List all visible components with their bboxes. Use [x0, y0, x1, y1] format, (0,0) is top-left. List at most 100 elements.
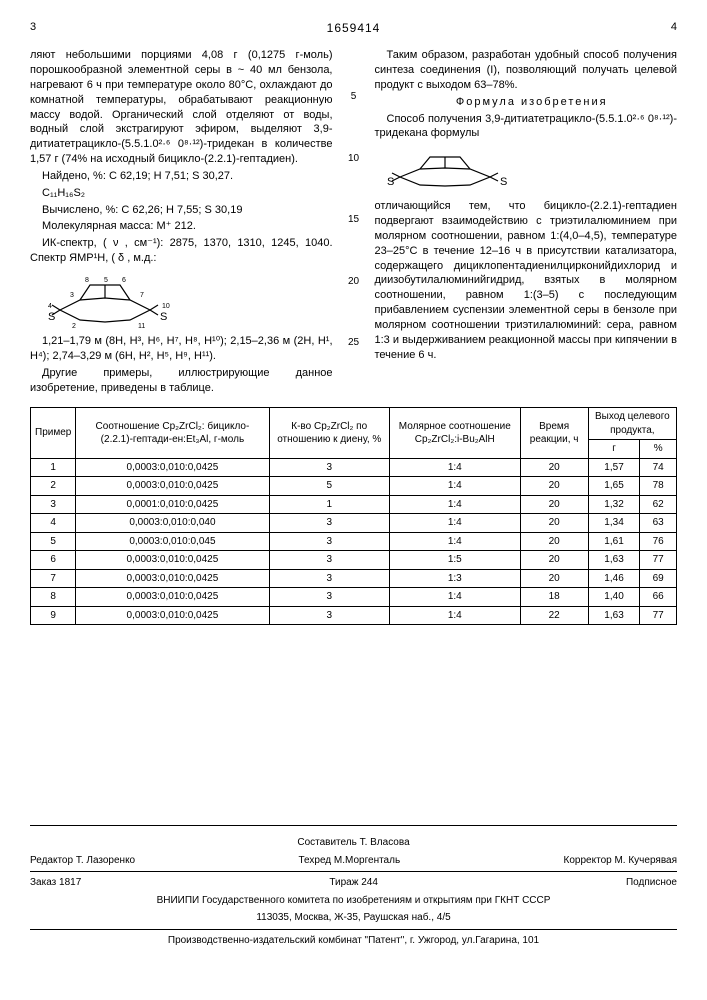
table-cell: 78 — [640, 477, 677, 496]
footer-address: 113035, Москва, Ж-35, Раушская наб., 4/5 — [30, 911, 677, 925]
footer-editor: Редактор Т. Лазоренко — [30, 854, 135, 868]
page-header: 3 1659414 4 — [30, 20, 677, 36]
table-cell: 62 — [640, 495, 677, 514]
svg-text:2: 2 — [72, 323, 76, 330]
line-num: 10 — [348, 152, 359, 166]
structure-diagram-left: S S 8 5 6 3 7 4 10 2 11 — [30, 270, 333, 330]
table-cell: 77 — [640, 606, 677, 625]
table-cell: 7 — [31, 569, 76, 588]
table-cell: 3 — [269, 606, 389, 625]
line-num: 25 — [348, 336, 359, 350]
table-cell: 0,0001:0,010:0,0425 — [76, 495, 269, 514]
line-numbers: 5 10 15 20 25 — [347, 48, 361, 397]
left-p1: ляют небольшими порциями 4,08 г (0,1275 … — [30, 48, 333, 167]
svg-text:7: 7 — [140, 292, 144, 299]
table-cell: 0,0003:0,010:0,0425 — [76, 458, 269, 477]
table-cell: 1:4 — [389, 458, 520, 477]
line-num: 5 — [351, 90, 357, 104]
table-cell: 1:4 — [389, 606, 520, 625]
table-row: 10,0003:0,010:0,042531:4201,5774 — [31, 458, 677, 477]
table-cell: 74 — [640, 458, 677, 477]
structure-diagram-right: S S — [375, 145, 678, 195]
th-yield: Выход целевого продукта, — [588, 408, 676, 440]
left-column: ляют небольшими порциями 4,08 г (0,1275 … — [30, 48, 333, 397]
table-cell: 3 — [269, 569, 389, 588]
footer: Составитель Т. Власова Редактор Т. Лазор… — [30, 825, 677, 947]
table-cell: 20 — [520, 569, 588, 588]
th-ratio: Соотношение Cp₂ZrCl₂: бицикло-(2.2.1)-ге… — [76, 408, 269, 459]
table-cell: 18 — [520, 588, 588, 607]
patent-number: 1659414 — [327, 20, 381, 36]
table-cell: 66 — [640, 588, 677, 607]
table-cell: 3 — [31, 495, 76, 514]
left-p2: Найдено, %: С 62,19; Н 7,51; S 30,27. — [30, 169, 333, 184]
table-cell: 1,63 — [588, 606, 640, 625]
table-cell: 4 — [31, 514, 76, 533]
results-table: Пример Соотношение Cp₂ZrCl₂: бицикло-(2.… — [30, 407, 677, 625]
footer-order: Заказ 1817 — [30, 876, 81, 890]
body-columns: ляют небольшими порциями 4,08 г (0,1275 … — [30, 48, 677, 397]
svg-text:4: 4 — [48, 303, 52, 310]
th-sub-pct: % — [640, 440, 677, 459]
table-body: 10,0003:0,010:0,042531:4201,577420,0003:… — [31, 458, 677, 625]
table-cell: 3 — [269, 514, 389, 533]
left-p4: Вычислено, %: С 62,26; Н 7,55; S 30,19 — [30, 203, 333, 218]
table-cell: 1:4 — [389, 477, 520, 496]
right-column: Таким образом, разработан удобный способ… — [375, 48, 678, 397]
table-cell: 20 — [520, 495, 588, 514]
table-cell: 1:5 — [389, 551, 520, 570]
table-cell: 0,0003:0,010:0,0425 — [76, 569, 269, 588]
left-p3: С₁₁Н₁₆S₂ — [30, 186, 333, 201]
table-cell: 0,0003:0,010:0,0425 — [76, 606, 269, 625]
footer-tirage: Тираж 244 — [329, 876, 378, 890]
table-cell: 1:4 — [389, 532, 520, 551]
line-num: 15 — [348, 213, 359, 227]
th-amount: К-во Cp₂ZrCl₂ по отношению к диену, % — [269, 408, 389, 459]
left-p5: Молекулярная масса: М⁺ 212. — [30, 219, 333, 234]
table-cell: 1 — [269, 495, 389, 514]
table-cell: 1,40 — [588, 588, 640, 607]
table-row: 40,0003:0,010:0,04031:4201,3463 — [31, 514, 677, 533]
table-cell: 1,32 — [588, 495, 640, 514]
th-example: Пример — [31, 408, 76, 459]
table-cell: 0,0003:0,010:0,045 — [76, 532, 269, 551]
table-row: 60,0003:0,010:0,042531:5201,6377 — [31, 551, 677, 570]
table-cell: 8 — [31, 588, 76, 607]
table-cell: 0,0003:0,010:0,0425 — [76, 588, 269, 607]
table-cell: 1:3 — [389, 569, 520, 588]
table-cell: 6 — [31, 551, 76, 570]
svg-text:S: S — [160, 311, 167, 323]
table-row: 30,0001:0,010:0,042511:4201,3262 — [31, 495, 677, 514]
right-p2: Способ получения 3,9-дитиатетрацикло-(5.… — [375, 112, 678, 142]
footer-subscription: Подписное — [626, 876, 677, 890]
table-cell: 20 — [520, 514, 588, 533]
table-cell: 69 — [640, 569, 677, 588]
table-cell: 3 — [269, 588, 389, 607]
table-cell: 1,63 — [588, 551, 640, 570]
formula-title: Формула изобретения — [375, 95, 678, 110]
table-row: 20,0003:0,010:0,042551:4201,6578 — [31, 477, 677, 496]
th-time: Время реакции, ч — [520, 408, 588, 459]
table-cell: 20 — [520, 532, 588, 551]
table-cell: 1,57 — [588, 458, 640, 477]
table-cell: 3 — [269, 532, 389, 551]
th-molar: Молярное соотношение Cp₂ZrCl₂:i-Bu₂AlH — [389, 408, 520, 459]
svg-text:10: 10 — [162, 303, 170, 310]
svg-text:11: 11 — [138, 323, 145, 330]
table-cell: 3 — [269, 458, 389, 477]
table-row: 70,0003:0,010:0,042531:3201,4669 — [31, 569, 677, 588]
page-left: 3 — [30, 20, 36, 36]
left-p6: ИК-спектр, ( ν , см⁻¹): 2875, 1370, 1310… — [30, 236, 333, 266]
table-cell: 20 — [520, 477, 588, 496]
table-cell: 5 — [31, 532, 76, 551]
table-cell: 1,46 — [588, 569, 640, 588]
table-cell: 76 — [640, 532, 677, 551]
right-p1: Таким образом, разработан удобный способ… — [375, 48, 678, 93]
table-cell: 1:4 — [389, 588, 520, 607]
table-cell: 1,65 — [588, 477, 640, 496]
table-cell: 20 — [520, 458, 588, 477]
svg-text:8: 8 — [85, 277, 89, 284]
left-p8: Другие примеры, иллюстрирующие данное из… — [30, 366, 333, 396]
table-cell: 0,0003:0,010:0,0425 — [76, 551, 269, 570]
table-cell: 22 — [520, 606, 588, 625]
